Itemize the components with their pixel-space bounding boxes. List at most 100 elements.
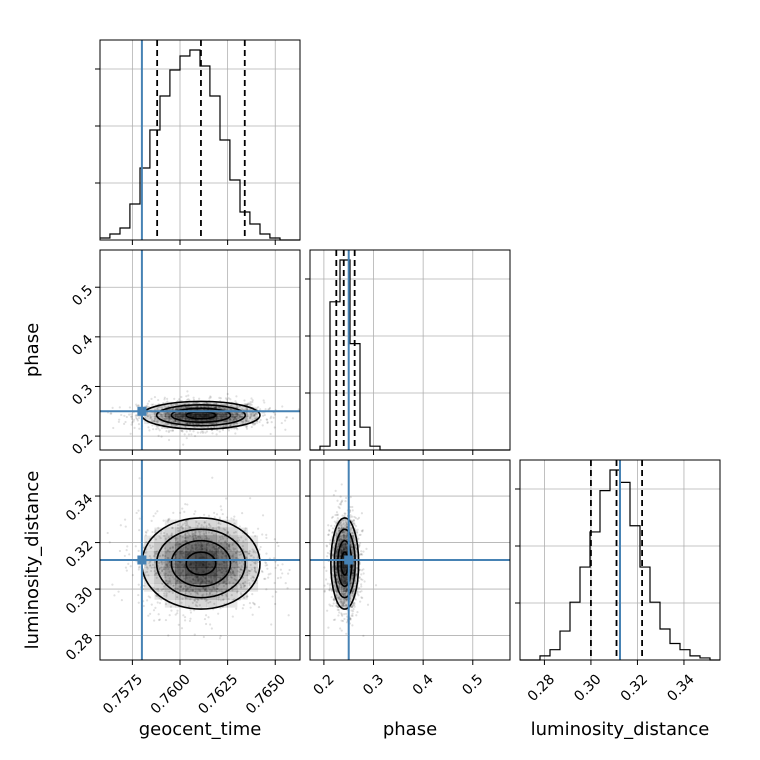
sample-point [173, 577, 176, 581]
y-tick-label: 0.32 [63, 538, 96, 571]
sample-point [230, 404, 233, 407]
sample-point [152, 428, 155, 431]
sample-point [358, 590, 362, 594]
sample-point [192, 430, 195, 433]
sample-point [273, 426, 276, 429]
sample-point [277, 544, 280, 548]
sample-point [166, 423, 169, 426]
x-tick-label: 0.5 [459, 671, 486, 698]
sample-point [302, 586, 304, 588]
sample-point [251, 411, 254, 415]
sample-point [232, 416, 236, 419]
sample-point [177, 421, 180, 424]
sample-point [124, 566, 128, 569]
sample-point [204, 599, 207, 602]
density-block [185, 591, 197, 600]
sample-point [240, 420, 243, 423]
sample-point [344, 496, 348, 500]
sample-point [240, 584, 243, 587]
sample-point [264, 408, 267, 411]
sample-point [147, 426, 150, 429]
sample-point [207, 514, 211, 517]
sample-point [328, 603, 331, 606]
sample-point [148, 555, 151, 558]
density-block [226, 519, 238, 528]
sample-point [166, 400, 169, 403]
sample-point [340, 527, 343, 530]
sample-point [248, 569, 251, 573]
sample-point [224, 407, 227, 410]
sample-point [163, 531, 166, 535]
sample-point [336, 608, 339, 611]
density-block [164, 567, 176, 576]
sample-point [168, 413, 171, 416]
sample-point [333, 584, 336, 587]
sample-point [340, 629, 343, 632]
density-block [247, 551, 259, 560]
sample-point [222, 584, 225, 588]
sample-point [338, 597, 341, 600]
sample-point [239, 568, 242, 572]
sample-point [238, 570, 241, 574]
sample-point [196, 524, 199, 528]
sample-point [235, 427, 238, 430]
sample-point [145, 531, 148, 534]
sample-point [171, 576, 174, 579]
density-block [247, 583, 259, 592]
sample-point [124, 525, 127, 528]
sample-point [162, 587, 165, 591]
sample-point [250, 425, 253, 429]
sample-point [126, 545, 129, 548]
sample-point [333, 599, 336, 602]
sample-point [341, 585, 344, 589]
sample-point [225, 516, 229, 519]
density-block [226, 411, 238, 415]
sample-point [338, 595, 341, 598]
sample-point [137, 404, 140, 408]
sample-point [333, 586, 336, 589]
sample-point [158, 429, 161, 432]
density-block [206, 414, 217, 417]
sample-point [228, 571, 232, 574]
sample-point [155, 420, 158, 423]
sample-point [344, 512, 347, 515]
sample-point [261, 424, 264, 427]
sample-point [231, 554, 235, 558]
density-block [154, 575, 166, 584]
sample-point [167, 518, 170, 521]
sample-point [219, 522, 222, 526]
sample-point [173, 424, 176, 427]
sample-point [159, 536, 162, 540]
sample-point [222, 581, 225, 584]
sample-point [353, 522, 356, 525]
sample-point [351, 577, 354, 581]
sample-point [216, 576, 219, 579]
sample-point [209, 623, 212, 626]
sample-point [359, 553, 362, 556]
histogram-geocent_time [100, 49, 300, 241]
sample-point [362, 634, 365, 637]
sample-point [162, 561, 165, 564]
sample-point [193, 532, 196, 535]
sample-point [156, 510, 159, 513]
density-block [206, 527, 217, 536]
sample-point [350, 614, 353, 617]
sample-point [338, 542, 341, 545]
sample-point [187, 394, 190, 397]
sample-point [243, 584, 246, 587]
sample-point [157, 398, 160, 402]
sample-point [172, 424, 175, 427]
y-tick-label: 0.2 [69, 431, 96, 458]
sample-point [338, 582, 341, 585]
sample-point [180, 585, 183, 588]
sample-point [366, 603, 370, 606]
density-block [206, 599, 217, 608]
density-block [195, 551, 207, 560]
sample-point [328, 586, 332, 590]
sample-point [201, 422, 204, 425]
sample-point [154, 550, 158, 554]
sample-point [242, 603, 245, 607]
density-block [237, 411, 248, 415]
sample-point [248, 404, 251, 407]
sample-point [362, 568, 365, 571]
